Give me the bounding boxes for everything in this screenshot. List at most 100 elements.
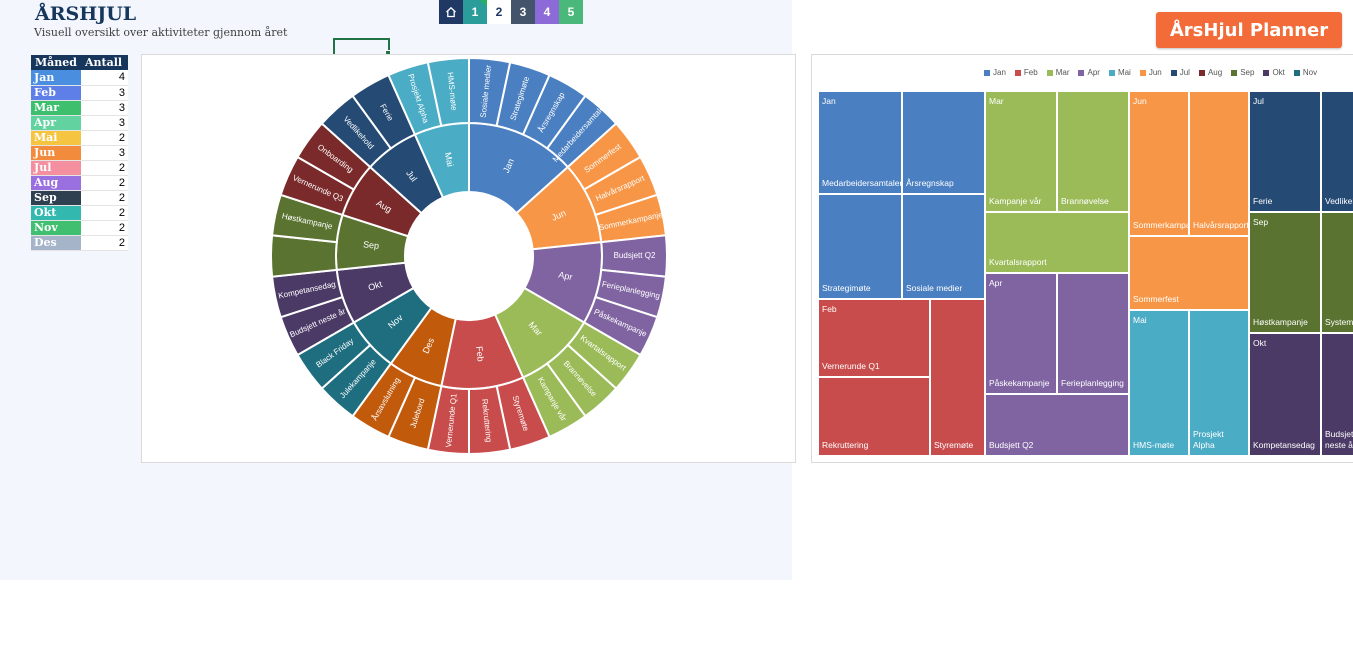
legend-item[interactable]: Nov	[1293, 68, 1317, 77]
legend-item[interactable]: Sep	[1231, 68, 1254, 77]
legend-label: Apr	[1087, 68, 1100, 77]
treemap-tile[interactable]: Mar Kampanje vår	[985, 91, 1057, 212]
legend-item[interactable]: Mar	[1046, 68, 1069, 77]
legend-item[interactable]: Feb	[1014, 68, 1038, 77]
treemap-tile[interactable]: Halvårsrapport	[1189, 91, 1249, 236]
legend-item[interactable]: Okt	[1263, 68, 1285, 77]
treemap-tile[interactable]: Jul Ferie	[1249, 91, 1321, 212]
treemap-tile[interactable]: Ferieplanlegging	[1057, 273, 1129, 394]
treemap-chart[interactable]: Jan Feb Mar Apr Mai Jun Jul Aug Sep Okt Nov Jan Med…	[811, 54, 1353, 463]
month-cell[interactable]: Mai	[31, 130, 81, 146]
count-cell[interactable]: 2	[81, 235, 128, 251]
treemap-tile[interactable]: Prosjekt Alpha	[1189, 310, 1249, 456]
legend-label: Jan	[993, 68, 1006, 77]
legend-item[interactable]: Jan	[984, 68, 1006, 77]
treemap-tile[interactable]: Sosiale medier	[902, 194, 985, 299]
sunburst-month-label: Apr	[558, 270, 574, 283]
legend-item[interactable]: Jul	[1170, 68, 1190, 77]
legend-swatch	[1170, 69, 1177, 76]
legend-item[interactable]: Mai	[1108, 68, 1131, 77]
treemap-tile[interactable]: Rekruttering	[818, 377, 930, 456]
selected-cell[interactable]	[333, 38, 390, 56]
sunburst-activity-segment[interactable]	[426, 56, 470, 128]
active-marker	[480, 0, 487, 7]
table-row: Mar 3	[31, 100, 128, 116]
month-cell[interactable]: Jun	[31, 145, 81, 161]
treemap-tile-label: Rekruttering	[822, 440, 869, 450]
month-cell[interactable]: Jan	[31, 70, 81, 86]
month-cell[interactable]: Jul	[31, 160, 81, 176]
legend-label: Feb	[1023, 68, 1038, 77]
count-cell[interactable]: 4	[81, 70, 128, 86]
treemap-tile[interactable]: Budsjett neste år	[1321, 333, 1353, 456]
sunburst-chart[interactable]: Jan Sosiale medier Strategimøte Årsregnskap…	[141, 54, 796, 463]
treemap-tile-label: Ferieplanlegging	[1061, 378, 1124, 388]
table-row: Jun 3	[31, 145, 128, 161]
count-cell[interactable]: 3	[81, 145, 128, 161]
treemap-month-header: Sep	[1253, 217, 1269, 227]
treemap-month-header: Feb	[822, 304, 837, 314]
nav-sheet-button-3[interactable]: 3	[511, 0, 535, 24]
nav-sheet-button-2[interactable]: 2	[487, 0, 511, 24]
treemap-tile[interactable]: Brannøvelse	[1057, 91, 1129, 212]
arshjul-planner-button[interactable]: ÅrsHjul Planner	[1156, 12, 1342, 48]
sunburst-month-label: Feb	[474, 346, 486, 362]
nav-sheet-button-1[interactable]: 1	[463, 0, 487, 24]
treemap-tile[interactable]: Styremøte	[930, 299, 985, 456]
month-cell[interactable]: Okt	[31, 205, 81, 221]
nav-sheet-button-5[interactable]: 5	[559, 0, 583, 24]
nav-button-label: 1	[471, 5, 479, 19]
month-column-header: Måned	[31, 55, 81, 70]
count-cell[interactable]: 2	[81, 175, 128, 191]
legend-swatch	[1198, 69, 1205, 76]
count-cell[interactable]: 3	[81, 115, 128, 131]
treemap-tile[interactable]: Sep Høstkampanje	[1249, 212, 1321, 333]
treemap-tile[interactable]: Sommerfest	[1129, 236, 1249, 310]
treemap-tile[interactable]: Budsjett Q2	[985, 394, 1129, 456]
treemap-tile[interactable]: Apr Påskekampanje	[985, 273, 1057, 394]
treemap-tile-label: Sommerfest	[1133, 294, 1179, 304]
treemap-tile[interactable]: Okt Kompetansedag	[1249, 333, 1321, 456]
month-cell[interactable]: Des	[31, 235, 81, 251]
treemap-tile-label: Strategimøte	[822, 283, 871, 293]
treemap-tile-label: Årsregnskap	[906, 178, 954, 188]
treemap-tile[interactable]: Feb Vernerunde Q1	[818, 299, 930, 377]
count-cell[interactable]: 2	[81, 205, 128, 221]
table-row: Jan 4	[31, 70, 128, 86]
treemap-month-header: Jan	[822, 96, 836, 106]
count-cell[interactable]: 2	[81, 220, 128, 236]
table-row: Okt 2	[31, 205, 128, 221]
count-cell[interactable]: 3	[81, 85, 128, 101]
treemap-tile[interactable]: Vedlikehold	[1321, 91, 1353, 212]
count-cell[interactable]: 2	[81, 130, 128, 146]
month-cell[interactable]: Nov	[31, 220, 81, 236]
treemap-tile-label: Kompetansedag	[1253, 440, 1315, 450]
treemap-tile[interactable]: Kvartalsrapport	[985, 212, 1129, 273]
month-cell[interactable]: Mar	[31, 100, 81, 116]
legend-swatch	[1139, 69, 1146, 76]
legend-item[interactable]: Aug	[1198, 68, 1222, 77]
count-cell[interactable]: 3	[81, 100, 128, 116]
treemap-tile-label: Kampanje vår	[989, 196, 1042, 206]
treemap-tile[interactable]: Årsregnskap	[902, 91, 985, 194]
month-cell[interactable]: Feb	[31, 85, 81, 101]
month-cell[interactable]: Apr	[31, 115, 81, 131]
legend-swatch	[1078, 69, 1085, 76]
count-cell[interactable]: 2	[81, 160, 128, 176]
count-cell[interactable]: 2	[81, 190, 128, 206]
month-cell[interactable]: Sep	[31, 190, 81, 206]
treemap-tile[interactable]: Strategimøte	[818, 194, 902, 299]
month-cell[interactable]: Aug	[31, 175, 81, 191]
treemap-tile-label: Påskekampanje	[989, 378, 1050, 388]
nav-sheet-button-4[interactable]: 4	[535, 0, 559, 24]
treemap-tile[interactable]: Jun Sommerkampanje	[1129, 91, 1189, 236]
legend-item[interactable]: Apr	[1078, 68, 1100, 77]
legend-item[interactable]: Jun	[1139, 68, 1162, 77]
treemap-tile[interactable]: Systemoppdatering	[1321, 212, 1353, 333]
treemap-tile[interactable]: Mai HMS-møte	[1129, 310, 1189, 456]
legend-swatch	[1263, 69, 1270, 76]
nav-home-button[interactable]	[439, 0, 463, 24]
treemap-tile-label: Brannøvelse	[1061, 196, 1109, 206]
treemap-tile[interactable]: Jan Medarbeidersamtaler	[818, 91, 902, 194]
